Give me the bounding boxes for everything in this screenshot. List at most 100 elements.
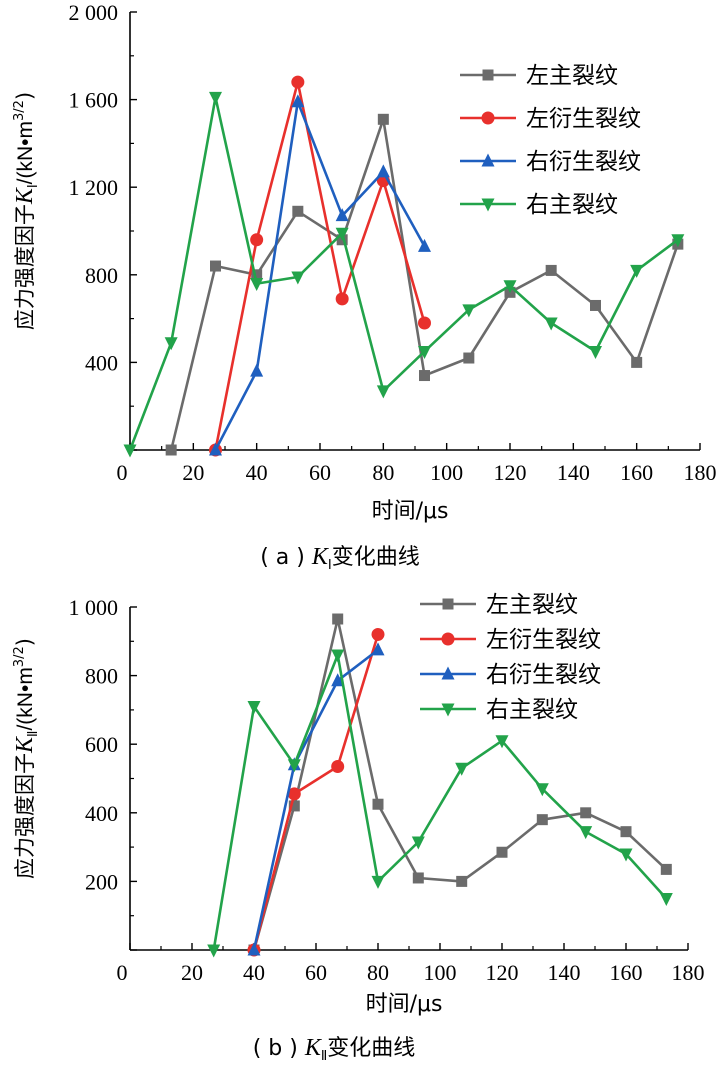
data-point — [291, 94, 305, 108]
y-axis-title: 应力强度因子KⅠ/(kN•m3/2) — [12, 92, 41, 330]
caption-part: 变化曲线 — [327, 1036, 415, 1061]
x-tick-label: 180 — [672, 960, 705, 985]
caption-part: ( a ) — [260, 545, 312, 570]
x-tick-label: 40 — [243, 960, 265, 985]
y-axis-title-part: Ⅱ — [26, 731, 41, 737]
legend-label: 右主裂纹 — [526, 192, 618, 218]
x-axis-title: 时间/μs — [366, 992, 443, 1017]
data-point — [335, 292, 349, 306]
x-tick-label: 80 — [367, 960, 389, 985]
y-axis-title-part: K — [12, 735, 38, 754]
data-point — [377, 113, 389, 125]
y-axis-title-part: 3/2 — [12, 646, 27, 667]
data-point — [418, 345, 431, 359]
data-point — [165, 444, 177, 456]
data-point — [412, 872, 424, 884]
figure-caption: ( a ) KⅠ变化曲线 — [260, 544, 420, 573]
legend-label: 右衍生裂纹 — [486, 662, 601, 688]
x-tick-label: 120 — [486, 960, 519, 985]
series-line — [252, 617, 668, 951]
y-axis-title-part: 3/2 — [12, 100, 27, 121]
caption-part: ( b ) — [253, 1036, 305, 1061]
series-3 — [207, 649, 673, 958]
data-point — [335, 208, 349, 222]
series-line — [252, 648, 379, 951]
y-tick-label: 1 000 — [69, 595, 119, 620]
x-tick-label: 80 — [372, 460, 394, 485]
y-tick-label: 600 — [85, 732, 118, 757]
legend-marker — [441, 703, 455, 717]
series-line — [252, 634, 380, 951]
data-point — [250, 363, 264, 377]
y-axis-title-part: 应力强度因子 — [13, 204, 37, 330]
data-point — [287, 787, 301, 801]
legend-label: 左衍生裂纹 — [526, 106, 641, 132]
x-tick-label: 140 — [557, 460, 590, 485]
x-axis-title: 时间/μs — [372, 499, 449, 524]
caption-part: Ⅰ — [328, 558, 332, 573]
data-point — [331, 673, 345, 687]
legend-marker — [481, 153, 495, 167]
data-point — [503, 280, 517, 294]
y-tick-label: 800 — [85, 263, 118, 288]
x-tick-label: 60 — [309, 460, 331, 485]
data-point — [496, 846, 508, 858]
series-line — [214, 80, 426, 451]
series-line — [214, 100, 426, 451]
legend-label: 左主裂纹 — [486, 592, 578, 618]
data-point — [456, 875, 468, 887]
data-point — [418, 316, 431, 330]
legend-marker — [482, 69, 494, 81]
y-tick-label: 200 — [85, 869, 118, 894]
data-point — [545, 264, 557, 276]
data-point — [376, 164, 390, 178]
legend-marker — [481, 111, 495, 125]
data-point — [590, 299, 601, 311]
data-point — [589, 345, 602, 359]
data-point — [371, 642, 385, 656]
series-0 — [248, 613, 672, 956]
legend-label: 右主裂纹 — [486, 697, 578, 723]
legend-marker — [441, 666, 455, 680]
data-point — [463, 352, 475, 364]
caption-part: Ⅱ — [321, 1049, 327, 1064]
data-point — [536, 814, 548, 826]
data-point — [371, 627, 385, 641]
data-point — [619, 848, 633, 862]
data-point — [332, 613, 344, 625]
data-point — [292, 205, 304, 217]
x-tick-label: 40 — [246, 460, 268, 485]
y-axis-title-part: Ⅰ — [26, 184, 41, 188]
legend-marker — [481, 198, 495, 212]
data-point — [247, 942, 261, 956]
data-point — [331, 649, 345, 663]
data-point — [335, 227, 349, 241]
x-tick-label: 120 — [494, 460, 527, 485]
x-tick-label: 20 — [181, 960, 203, 985]
caption-part: K — [304, 1035, 323, 1061]
y-axis-title-part: ) — [13, 638, 37, 646]
data-point — [207, 944, 221, 958]
legend-marker — [442, 598, 454, 610]
data-point — [419, 370, 430, 382]
data-point — [331, 759, 345, 773]
data-point — [579, 826, 593, 840]
series-2 — [209, 94, 431, 456]
y-axis-title: 应力强度因子KⅡ/(kN•m3/2) — [12, 638, 41, 879]
chart-a: 0 20 40 60 80 100 120 140 160 180 400 800 1 200 1 600… — [12, 0, 717, 573]
y-tick-label: 400 — [85, 350, 118, 375]
y-tick-label: 1 600 — [69, 88, 119, 113]
x-tick-label: 160 — [610, 960, 643, 985]
y-axis-title-part: K — [12, 186, 38, 205]
data-point — [251, 269, 263, 281]
data-point — [209, 91, 222, 105]
data-point — [250, 233, 264, 247]
data-point — [371, 875, 385, 889]
x-tick-label: 60 — [305, 960, 327, 985]
y-axis-title-part: /(kN•m — [14, 667, 37, 730]
data-point — [376, 385, 390, 399]
caption-part: K — [311, 544, 330, 570]
